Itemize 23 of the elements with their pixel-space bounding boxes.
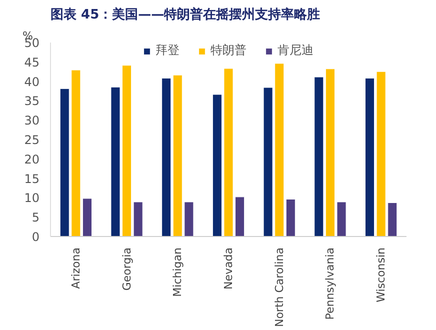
x-tick-label: Pennsylvania xyxy=(324,247,337,320)
x-tick-label: Wisconsin xyxy=(374,247,388,302)
y-tick-label: 0 xyxy=(32,230,40,244)
legend-label: 拜登 xyxy=(156,42,180,59)
y-tick-label: 30 xyxy=(24,114,40,128)
x-tick-label: Arizona xyxy=(69,247,82,289)
x-tick-label: Nevada xyxy=(222,247,235,290)
chart-title: 图表 45：美国——特朗普在摇摆州支持率略胜 xyxy=(50,6,320,22)
bar xyxy=(286,199,296,236)
y-tick-label: 45 xyxy=(24,55,40,70)
y-tick-label: 5 xyxy=(32,210,40,225)
legend-label: 肯尼迪 xyxy=(278,42,314,59)
x-tick-label: Michigan xyxy=(171,247,184,297)
y-tick-label: 25 xyxy=(24,133,40,147)
bar xyxy=(162,78,172,236)
y-tick-label: 40 xyxy=(24,74,40,89)
y-tick-label: 10 xyxy=(24,191,40,206)
x-tick-label: North Carolina xyxy=(272,247,286,328)
y-tick-label: 35 xyxy=(24,94,40,108)
y-tick-label: 20 xyxy=(24,152,40,166)
x-tick-label: Georgia xyxy=(120,247,134,291)
legend-label: 特朗普 xyxy=(210,42,246,59)
y-tick-label: 15 xyxy=(24,172,40,186)
